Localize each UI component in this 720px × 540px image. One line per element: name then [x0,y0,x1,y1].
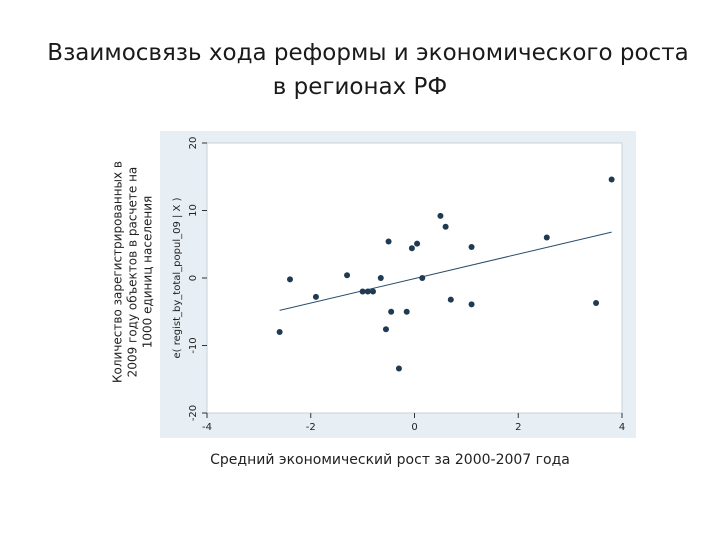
x-tick-label: -4 [202,422,212,433]
x-tick-label: -2 [306,422,316,433]
y-tick-label: -10 [188,337,199,353]
data-point [608,176,615,183]
y-tick-label: 10 [188,204,199,217]
y-tick-label: 20 [188,137,199,150]
x-ticks: -4 -2 0 2 4 [202,413,625,433]
plot-area-background [206,142,623,414]
data-point [419,275,426,281]
data-point [370,288,376,295]
x-tick-label: 2 [515,422,521,433]
data-point [593,299,600,306]
data-point [395,365,402,372]
data-point [377,275,384,281]
data-point [287,276,293,283]
data-point [276,329,283,335]
data-point [403,308,410,315]
data-point [408,245,415,252]
y-tick-label: -20 [188,405,199,421]
x-tick-label: 0 [411,422,417,433]
data-point [468,301,475,308]
data-point [543,234,550,241]
data-point [414,240,421,247]
data-point [359,288,366,295]
data-point [385,238,392,245]
data-point [344,272,351,279]
data-point [388,308,395,315]
data-points [276,176,615,372]
data-point [382,326,389,333]
chart-y-axis-title: e( regist_by_total_popul_09 | X ) [172,197,183,358]
data-point [364,288,371,295]
slide-x-axis-label: Средний экономический рост за 2000-2007 … [210,452,570,468]
slide-title-line-1: Взаимосвязь хода реформы и экономическог… [47,40,689,66]
data-point [442,223,449,230]
y-ticks: -20 -10 0 10 20 [188,137,207,421]
data-point [447,296,454,303]
data-point [312,293,319,300]
x-tick-label: 4 [619,422,625,433]
slide-title-line-2: в регионах РФ [272,74,448,100]
data-point [468,243,475,250]
data-point [437,212,444,219]
fit-line [279,231,612,311]
y-tick-label: 0 [188,275,199,281]
